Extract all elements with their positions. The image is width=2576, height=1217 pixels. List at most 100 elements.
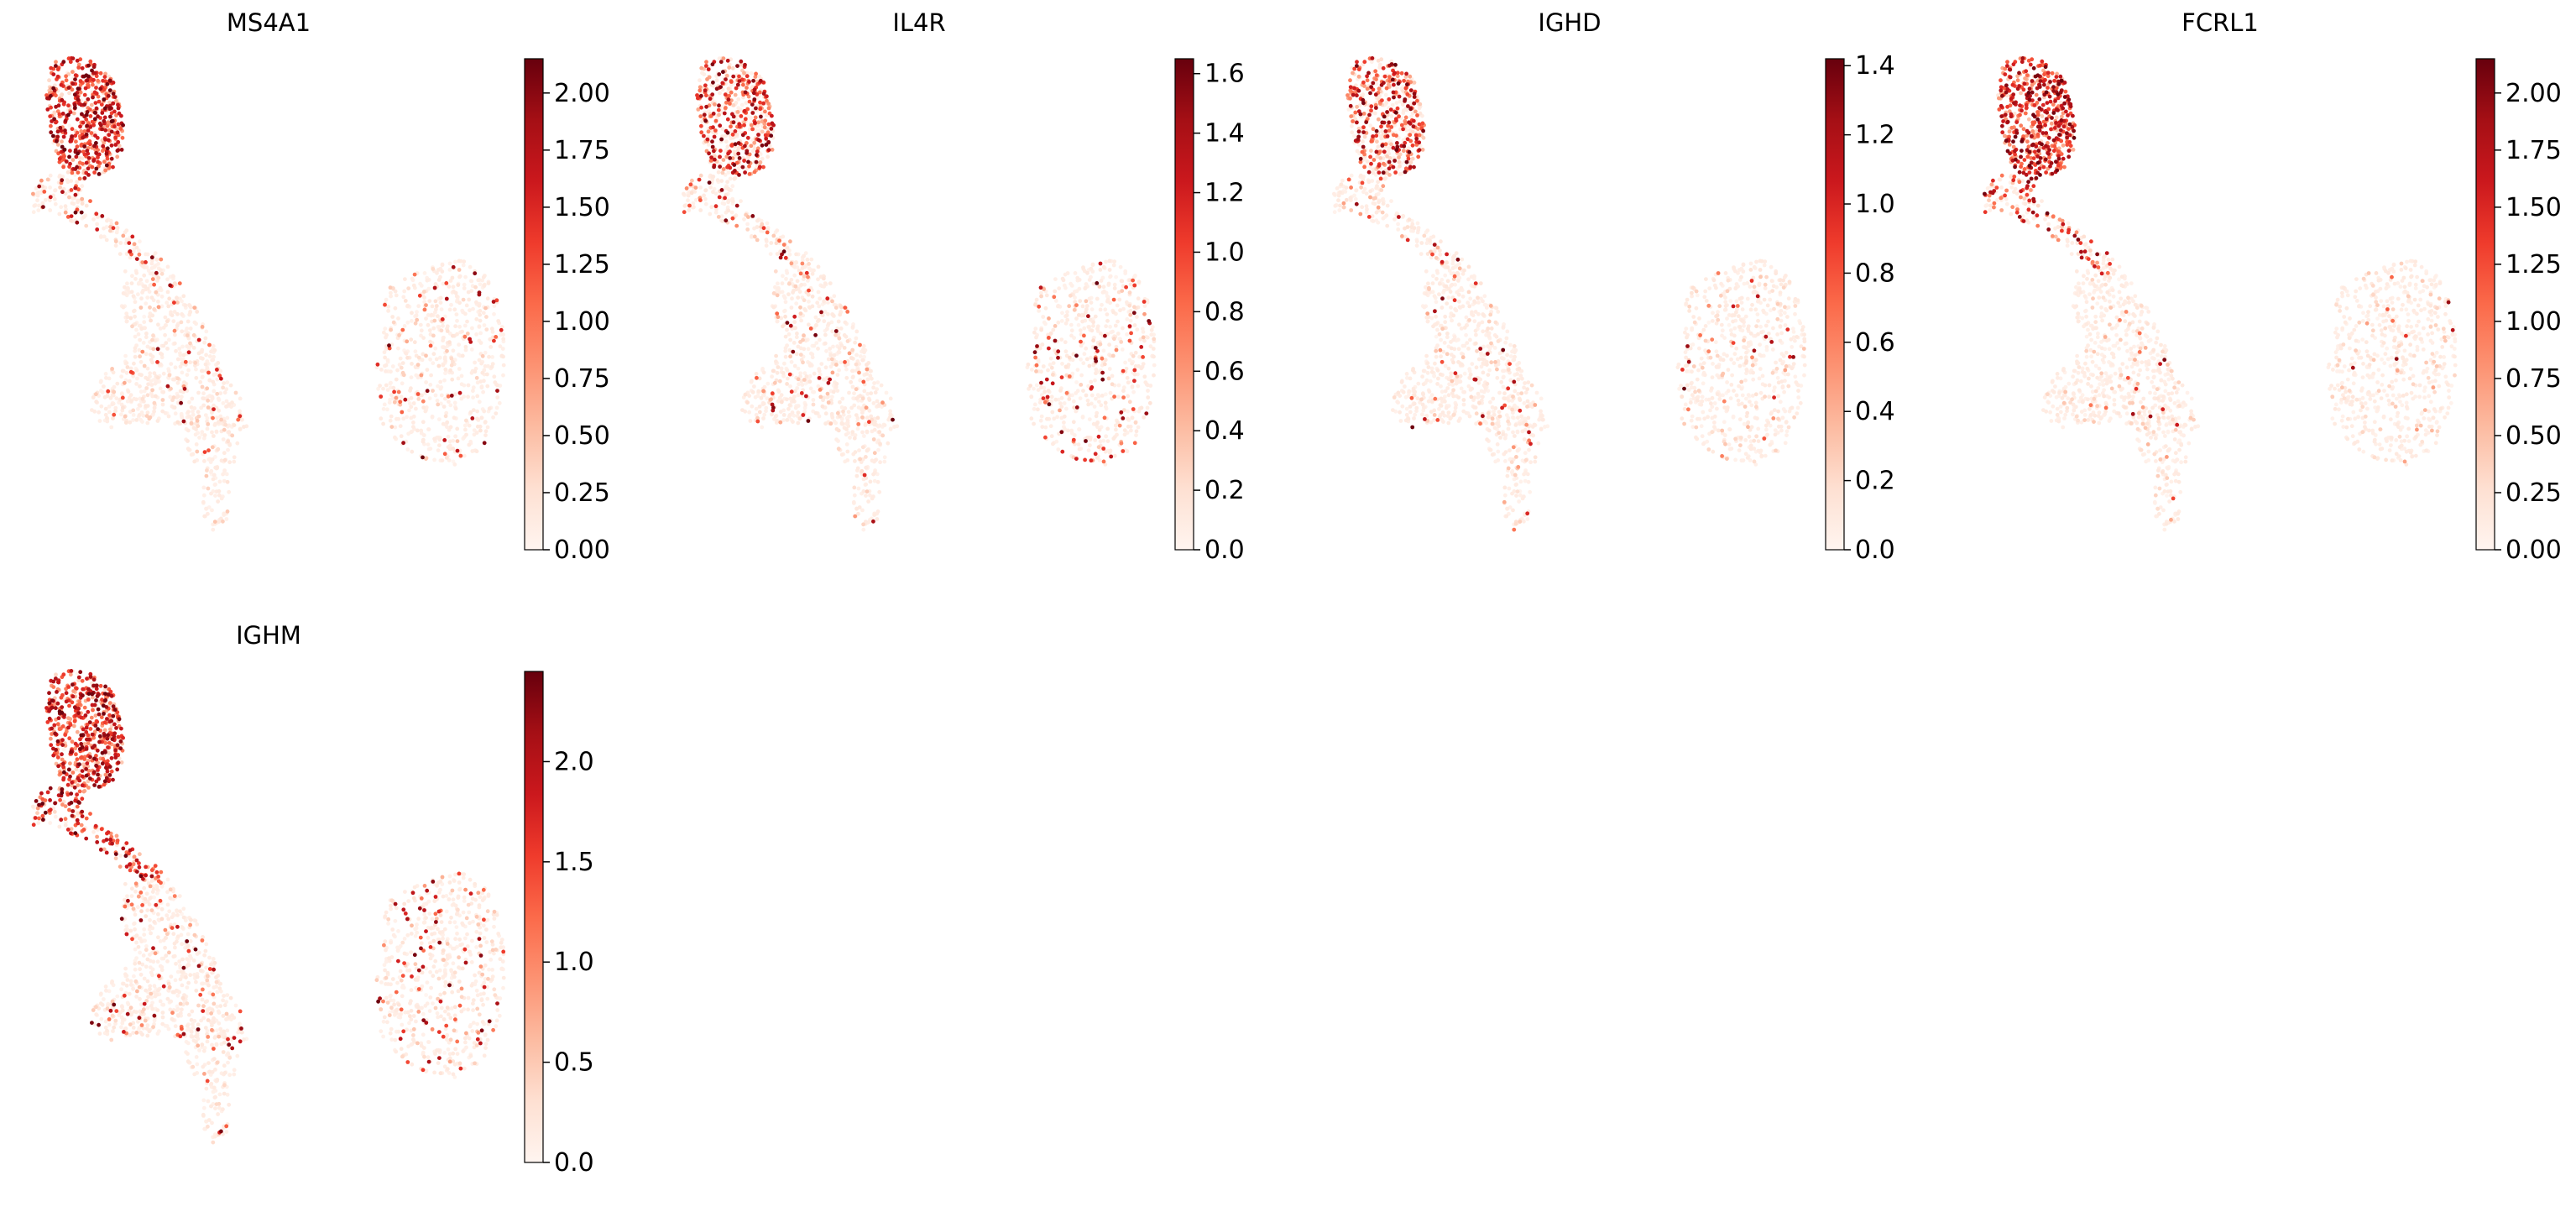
cell-point: [129, 399, 133, 403]
cell-point: [485, 384, 489, 389]
cell-point: [749, 116, 753, 120]
colorbar-tick-label: 2.00: [554, 79, 610, 108]
cell-point: [1036, 407, 1040, 411]
cell-point: [744, 393, 748, 397]
cell-point: [754, 395, 758, 400]
cell-point: [142, 320, 146, 324]
cell-point: [495, 406, 499, 410]
cell-point: [115, 231, 119, 235]
cell-point: [475, 417, 479, 421]
cell-point: [765, 382, 770, 386]
cell-point: [682, 210, 687, 214]
cell-point: [1482, 294, 1487, 298]
cell-point: [1087, 448, 1091, 452]
cell-point: [726, 118, 730, 122]
cell-point: [134, 328, 138, 332]
cell-point: [1128, 400, 1132, 404]
cell-point: [853, 494, 857, 498]
cell-point: [1488, 400, 1492, 405]
cell-point: [1779, 313, 1783, 317]
cell-point: [1040, 425, 1044, 429]
cell-point: [1802, 373, 1806, 378]
cell-point: [718, 196, 722, 200]
cell-point: [1035, 384, 1039, 388]
cell-point: [849, 406, 854, 410]
cell-point: [1449, 306, 1453, 310]
cell-point: [1123, 428, 1127, 432]
cell-point: [1104, 260, 1108, 264]
cell-point: [1110, 330, 1115, 334]
cell-point: [457, 353, 461, 357]
cell-point: [860, 410, 865, 415]
cell-point: [839, 326, 844, 331]
cell-point: [456, 283, 460, 287]
cell-point: [137, 332, 141, 337]
cell-point: [790, 296, 794, 300]
cell-point: [1060, 375, 1064, 379]
cell-point: [1091, 324, 1095, 328]
cell-point: [389, 393, 394, 397]
cell-point: [434, 299, 438, 303]
cell-point: [1439, 384, 1443, 389]
cell-point: [839, 306, 844, 310]
cell-point: [238, 427, 243, 431]
cell-point: [207, 343, 212, 347]
cell-point: [1053, 277, 1058, 281]
cell-point: [389, 291, 393, 295]
cell-point: [754, 72, 758, 76]
cell-point: [213, 520, 217, 524]
cell-point: [1043, 400, 1048, 405]
cell-point: [844, 363, 848, 368]
cell-point: [185, 344, 189, 348]
cell-point: [1416, 222, 1420, 226]
cell-point: [821, 405, 825, 409]
cell-point: [456, 439, 460, 443]
cell-point: [49, 124, 53, 128]
cell-point: [857, 487, 861, 491]
cell-point: [421, 400, 426, 404]
cell-point: [861, 380, 865, 384]
cell-point: [792, 394, 797, 399]
cell-point: [745, 222, 750, 227]
cell-point: [1049, 424, 1053, 428]
cell-point: [110, 130, 114, 134]
cell-point: [211, 358, 215, 362]
cell-point: [466, 332, 470, 336]
cell-point: [1094, 346, 1098, 350]
cell-point: [410, 362, 414, 366]
cell-point: [1089, 267, 1094, 271]
cell-point: [1099, 262, 1103, 266]
cell-point: [732, 120, 736, 124]
cell-point: [1744, 315, 1748, 319]
cell-point: [222, 451, 227, 455]
cell-point: [410, 396, 414, 400]
cell-point: [1430, 367, 1434, 371]
cell-point: [483, 364, 488, 368]
cell-point: [848, 415, 852, 419]
cell-point: [468, 308, 472, 312]
cell-point: [238, 397, 243, 401]
cell-point: [864, 494, 868, 498]
cell-point: [750, 405, 754, 409]
cell-point: [212, 344, 216, 348]
cell-point: [1057, 286, 1061, 290]
cell-point: [457, 367, 462, 371]
cell-point: [73, 77, 77, 81]
cell-point: [1050, 366, 1054, 370]
cell-point: [1363, 187, 1367, 191]
cell-point: [698, 78, 702, 82]
cell-point: [830, 394, 834, 399]
cell-point: [442, 379, 447, 383]
cell-point: [386, 309, 390, 313]
cell-point: [1487, 368, 1492, 373]
cell-point: [687, 194, 691, 198]
cell-point: [1461, 344, 1466, 348]
cell-point: [1084, 286, 1088, 290]
cell-point: [818, 338, 822, 342]
cell-point: [1077, 323, 1081, 327]
cell-point: [476, 425, 480, 429]
cell-point: [1095, 297, 1100, 301]
cell-point: [1715, 407, 1719, 411]
cell-point: [818, 369, 822, 373]
cell-point: [211, 445, 215, 449]
